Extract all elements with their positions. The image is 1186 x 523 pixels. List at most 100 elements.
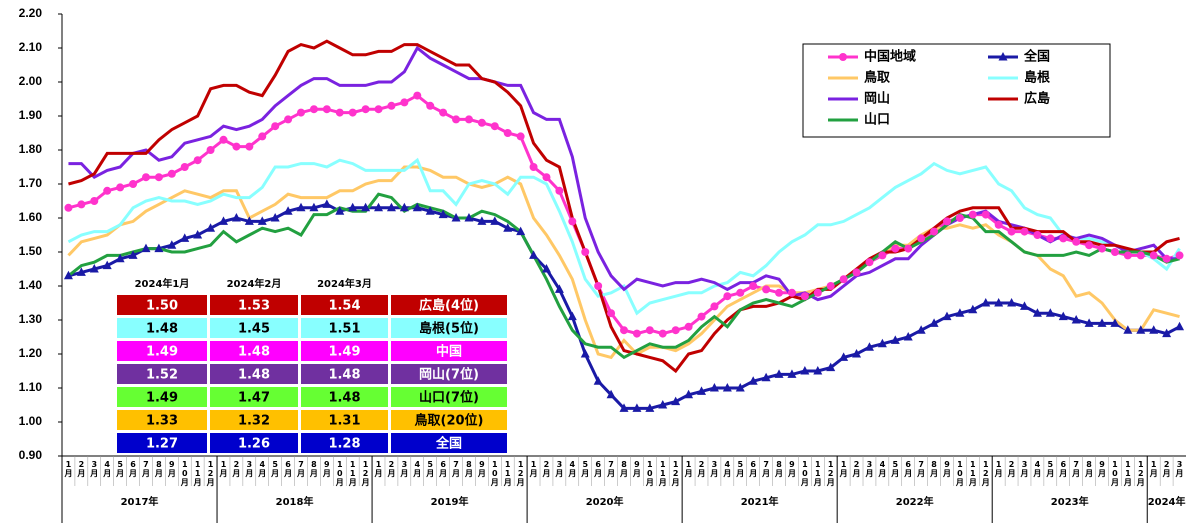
data-point	[297, 108, 306, 117]
table-row-label: 島根(5位)	[419, 321, 479, 337]
table-value: 1.49	[146, 391, 178, 406]
year-label: 2019年	[431, 495, 469, 508]
data-point	[128, 250, 138, 259]
x-tick-label: 4月	[1033, 460, 1042, 478]
table-cell	[301, 364, 388, 384]
y-tick-label: 0.90	[19, 448, 43, 462]
year-label: 2018年	[276, 495, 314, 508]
table-value: 1.28	[328, 437, 360, 452]
data-point	[632, 403, 642, 412]
legend-label: 鳥取	[864, 70, 891, 86]
table-value: 1.53	[238, 299, 270, 314]
data-point	[335, 108, 344, 117]
table-value: 1.51	[328, 322, 360, 337]
table-header: 2024年1月	[135, 277, 190, 290]
x-tick-label: 2月	[1007, 460, 1016, 478]
data-point	[981, 298, 991, 307]
data-point	[180, 233, 190, 242]
legend-label: 岡山	[864, 91, 890, 107]
data-point	[154, 243, 164, 253]
data-point	[1098, 244, 1107, 253]
data-point	[594, 282, 603, 290]
x-tick-label: 4月	[413, 460, 422, 478]
table-cell	[210, 295, 298, 315]
data-point	[697, 386, 707, 395]
data-point	[283, 206, 293, 215]
x-tick-label: 12月	[516, 460, 525, 487]
data-point	[386, 202, 396, 212]
data-point	[490, 216, 500, 225]
table-header: 2024年3月	[317, 277, 372, 290]
x-tick-label: 1月	[1149, 460, 1158, 478]
x-tick-label: 10月	[1110, 460, 1119, 487]
x-tick-label: 9月	[1098, 460, 1107, 478]
x-tick-label: 4月	[568, 460, 577, 478]
x-tick-label: 4月	[103, 460, 112, 478]
data-point	[555, 186, 564, 195]
x-tick-label: 3月	[90, 460, 99, 478]
series-line	[68, 39, 1180, 374]
data-point	[503, 129, 512, 137]
x-tick-label: 12月	[671, 460, 680, 487]
data-point	[361, 105, 370, 114]
data-point	[903, 332, 913, 341]
data-point	[1045, 308, 1055, 317]
x-tick-label: 5月	[116, 460, 125, 478]
table-cell	[391, 341, 507, 361]
data-point	[1162, 328, 1172, 338]
data-point	[942, 217, 951, 226]
data-point	[890, 335, 900, 344]
year-label: 2024年	[1148, 495, 1186, 508]
x-tick-label: 5月	[736, 460, 745, 478]
data-point	[167, 240, 177, 249]
x-tick-label: 9月	[632, 460, 641, 478]
x-tick-label: 1月	[374, 460, 383, 478]
data-point	[206, 146, 215, 154]
table-value: 1.48	[328, 368, 360, 383]
data-point	[554, 284, 564, 293]
data-point	[800, 292, 809, 301]
x-tick-label: 3月	[245, 460, 254, 478]
x-tick-label: 1月	[684, 460, 693, 478]
data-point	[284, 115, 293, 124]
y-tick-label: 1.80	[19, 142, 43, 156]
table-value: 1.33	[146, 414, 178, 429]
y-tick-label: 1.00	[19, 414, 43, 428]
x-tick-label: 8月	[775, 460, 784, 478]
data-point	[258, 132, 267, 141]
data-point	[1175, 321, 1185, 331]
data-point	[219, 135, 228, 144]
data-point	[1046, 234, 1055, 243]
data-point	[1072, 237, 1081, 246]
data-point	[917, 234, 926, 243]
data-point	[206, 223, 216, 232]
table-cell	[391, 410, 507, 430]
x-tick-label: 9月	[167, 460, 176, 478]
data-point	[309, 105, 318, 114]
data-point	[477, 216, 487, 225]
data-point	[464, 213, 474, 222]
x-tick-label: 3月	[555, 460, 564, 478]
x-tick-label: 10月	[490, 460, 499, 487]
data-point	[1084, 318, 1094, 327]
table-cell	[301, 318, 388, 338]
x-tick-label: 6月	[439, 460, 448, 478]
table-row-label: 全国	[435, 436, 462, 452]
data-point	[490, 122, 499, 131]
data-point	[1149, 325, 1159, 334]
y-tick-label: 1.40	[19, 278, 43, 292]
data-point	[412, 202, 422, 212]
x-tick-label: 10月	[955, 460, 964, 487]
data-point	[477, 118, 486, 127]
x-tick-label: 8月	[154, 460, 163, 478]
data-point	[904, 244, 913, 253]
data-point	[1175, 251, 1184, 260]
y-tick-label: 2.20	[19, 6, 43, 20]
data-point	[1032, 308, 1042, 317]
data-point	[90, 197, 99, 205]
x-tick-label: 7月	[141, 460, 150, 478]
data-point	[322, 105, 331, 114]
table-value: 1.48	[328, 391, 360, 406]
data-point	[567, 311, 577, 321]
data-point	[593, 376, 603, 385]
